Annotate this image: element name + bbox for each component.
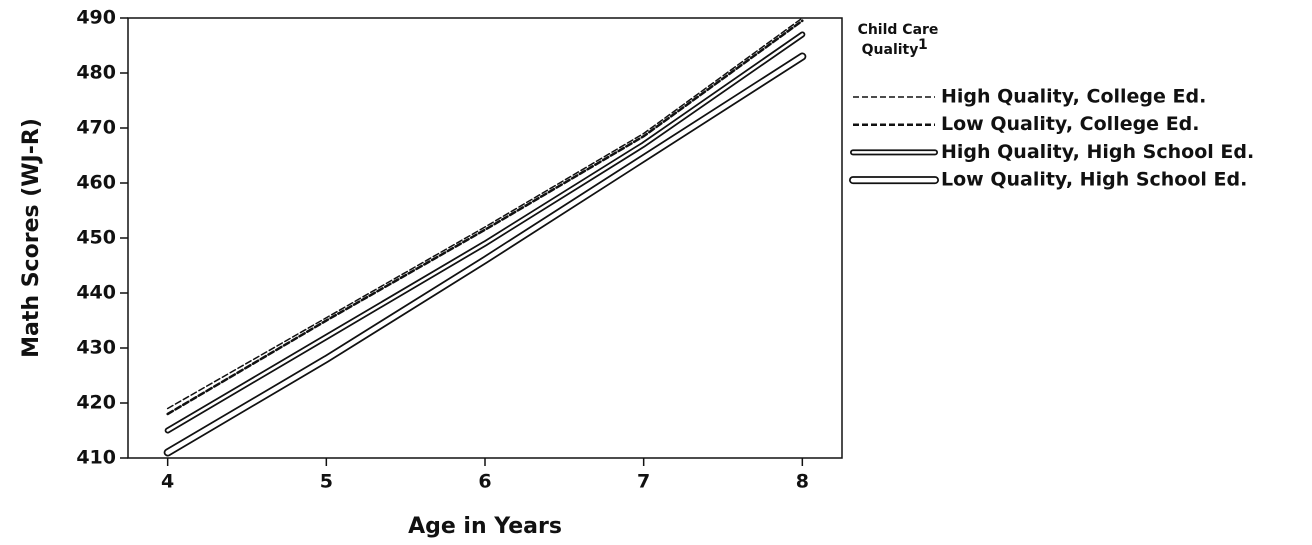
y-tick-label: 450 xyxy=(76,227,116,249)
x-tick-label: 8 xyxy=(796,471,809,493)
legend-label: High Quality, High School Ed. xyxy=(941,141,1254,163)
legend-label: High Quality, College Ed. xyxy=(941,86,1206,108)
series-line xyxy=(166,17,804,410)
y-tick-label: 470 xyxy=(76,117,116,139)
legend-title: Quality xyxy=(862,42,919,58)
y-axis-label: Math Scores (WJ-R) xyxy=(19,118,44,358)
y-tick-label: 410 xyxy=(76,447,116,469)
legend-label: Low Quality, College Ed. xyxy=(941,113,1200,135)
series-line-inner xyxy=(166,33,804,432)
series-line xyxy=(164,31,806,434)
legend-title: Child Care xyxy=(858,22,939,38)
legend-label: Low Quality, High School Ed. xyxy=(941,169,1247,191)
series-line xyxy=(166,19,804,416)
x-tick-label: 6 xyxy=(478,471,491,493)
x-axis-label: Age in Years xyxy=(408,514,562,539)
x-tick-label: 5 xyxy=(320,471,333,493)
y-tick-label: 480 xyxy=(76,62,116,84)
y-tick-label: 490 xyxy=(76,7,116,29)
series-line-inner xyxy=(165,54,805,455)
y-tick-label: 420 xyxy=(76,392,116,414)
y-tick-label: 440 xyxy=(76,282,116,304)
y-tick-label: 430 xyxy=(76,337,116,359)
y-tick-label: 460 xyxy=(76,172,116,194)
x-tick-label: 7 xyxy=(637,471,650,493)
legend-title-note: 1 xyxy=(918,37,928,53)
x-tick-label: 4 xyxy=(161,471,174,493)
